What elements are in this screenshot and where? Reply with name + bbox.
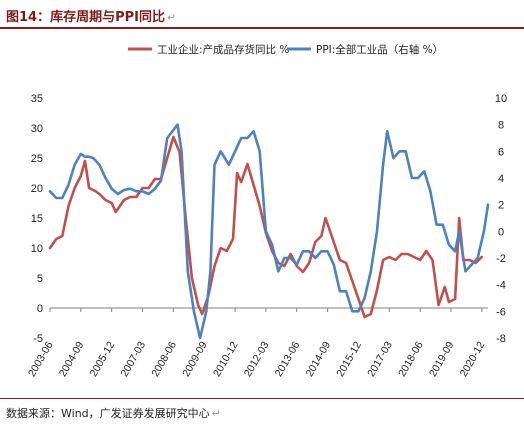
source-note: 数据来源：Wind，广发证券发展研究中心 ↵ <box>6 405 221 421</box>
y-right-tick-label: 4 <box>498 173 504 185</box>
return-mark-icon: ↵ <box>166 11 177 24</box>
x-tick-label: 2012-03 <box>242 339 272 379</box>
x-tick-label: 2014-09 <box>304 339 334 379</box>
x-tick-label: 2003-06 <box>26 339 56 379</box>
x-tick-label: 2008-06 <box>149 339 179 379</box>
y-left-tick-label: 20 <box>31 183 43 195</box>
y-left-tick-label: 25 <box>31 153 43 165</box>
x-tick-label: 2017-03 <box>365 339 395 379</box>
inventory-yoy-line <box>48 135 484 319</box>
y-right-tick-label: 10 <box>495 93 507 105</box>
y-right-tick-label: 6 <box>498 146 504 158</box>
y-right-tick-label: -2 <box>496 253 506 265</box>
y-left-tick-label: -5 <box>33 333 43 345</box>
y-right-tick-label: -6 <box>496 306 506 318</box>
ppi-yoy-line <box>48 123 490 340</box>
return-mark-icon: ↵ <box>211 407 221 420</box>
y-right-tick-label: 2 <box>498 200 504 212</box>
y-right-tick-label: -4 <box>496 280 506 292</box>
figure-title: 图14：库存周期与PPI同比 ↵ <box>6 6 176 25</box>
x-tick-label: 2015-12 <box>334 339 364 379</box>
legend-label: 工业企业:产成品存货同比 % <box>157 43 289 56</box>
y-left-tick-label: 35 <box>31 93 43 105</box>
x-tick-label: 2013-06 <box>273 339 303 379</box>
figure-title-text: 图14：库存周期与PPI同比 <box>6 10 165 25</box>
x-tick-label: 2010-12 <box>211 339 241 379</box>
y-left-tick-label: 5 <box>37 273 43 285</box>
title-rule <box>0 27 524 29</box>
y-left-tick-label: 10 <box>31 243 43 255</box>
x-tick-label: 2018-06 <box>396 339 426 379</box>
y-left-tick-label: 15 <box>31 213 43 225</box>
source-rule <box>0 398 524 399</box>
x-tick-label: 2007-03 <box>118 339 148 379</box>
x-tick-label: 2004-09 <box>57 339 87 379</box>
y-left-tick-label: 30 <box>31 123 43 135</box>
x-tick-label: 2020-12 <box>458 339 488 379</box>
y-right-tick-label: 8 <box>498 120 504 132</box>
source-text: 数据来源：Wind，广发证券发展研究中心 <box>6 407 210 420</box>
y-right-tick-label: 0 <box>498 226 504 238</box>
x-tick-label: 2019-09 <box>427 339 457 379</box>
x-tick-label: 2005-12 <box>88 339 118 379</box>
legend-label: PPI:全部工业品（右轴 %） <box>316 43 443 56</box>
y-right-tick-label: -8 <box>496 333 506 345</box>
y-left-tick-label: 0 <box>37 303 43 315</box>
x-tick-label: 2009-09 <box>180 339 210 379</box>
